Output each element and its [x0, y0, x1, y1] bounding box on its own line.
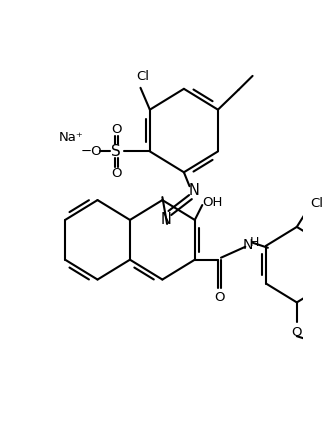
Text: −O: −O [81, 145, 103, 158]
Text: N: N [161, 212, 172, 227]
Text: Cl: Cl [136, 71, 149, 83]
Text: Cl: Cl [310, 196, 322, 210]
Text: S: S [111, 144, 121, 159]
Text: O: O [214, 291, 225, 304]
Text: O: O [111, 167, 121, 180]
Text: H: H [250, 236, 260, 249]
Text: N: N [243, 238, 253, 252]
Text: N: N [189, 183, 200, 198]
Text: O: O [291, 326, 302, 339]
Text: OH: OH [203, 196, 223, 209]
Text: Na⁺: Na⁺ [59, 131, 84, 144]
Text: O: O [111, 123, 121, 136]
